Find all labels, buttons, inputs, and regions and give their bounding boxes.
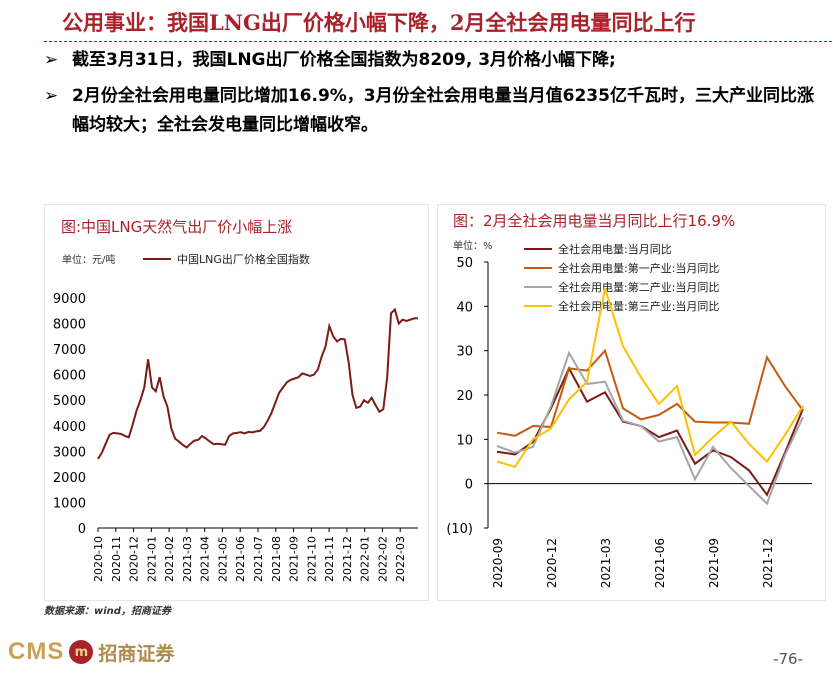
lng-chart-unit: 单位：元/吨 [62, 255, 116, 266]
legend-label: 中国LNG出厂价格全国指数 [177, 252, 310, 266]
bullet-arrow-icon: ➢ [44, 50, 59, 70]
data-source: 数据来源：wind，招商证券 [44, 606, 171, 617]
legend-label: 全社会用电量:第二产业:当月同比 [558, 280, 720, 294]
legend-swatch [524, 285, 552, 288]
bullet-text: 截至3月31日，我国LNG出厂价格全国指数为8209, 3月价格小幅下降; [72, 50, 616, 70]
legend-swatch [524, 247, 552, 250]
legend-label: 全社会用电量:第三产业:当月同比 [558, 299, 720, 313]
bullet-2: ➢ 2月份全社会用电量同比增加16.9%，3月份全社会用电量当月值6235亿千瓦… [44, 82, 829, 140]
lng-chart-title: 图:中国LNG天然气出厂价小幅上涨 [61, 218, 293, 236]
power-chart-legend: 全社会用电量:当月同比 全社会用电量:第一产业:当月同比 全社会用电量:第二产业… [524, 239, 719, 315]
legend-swatch [524, 304, 552, 307]
bullet-arrow-icon: ➢ [44, 86, 59, 106]
lng-chart-legend: 中国LNG出厂价格全国指数 [143, 249, 310, 268]
page-number: -76- [773, 650, 803, 668]
page-title: 公用事业：我国LNG出厂价格小幅下降，2月全社会用电量同比上行 [62, 10, 696, 35]
legend-item: 全社会用电量:第三产业:当月同比 [524, 296, 719, 315]
legend-item: 全社会用电量:当月同比 [524, 239, 719, 258]
legend-swatch [524, 266, 552, 269]
power-chart-unit: 单位：% [453, 241, 493, 252]
bullet-1: ➢ 截至3月31日，我国LNG出厂价格全国指数为8209, 3月价格小幅下降; [44, 46, 829, 75]
brand-logo: CMS m 招商证券 [8, 638, 174, 666]
legend-item: 中国LNG出厂价格全国指数 [143, 249, 310, 268]
logo-text: CMS [8, 638, 65, 665]
legend-label: 全社会用电量:第一产业:当月同比 [558, 261, 720, 275]
legend-item: 全社会用电量:第二产业:当月同比 [524, 277, 719, 296]
power-chart-title: 图：2月全社会用电量当月同比上行16.9% [453, 212, 736, 230]
bullet-text: 2月份全社会用电量同比增加16.9%，3月份全社会用电量当月值6235亿千瓦时，… [72, 86, 814, 135]
legend-swatch [143, 257, 171, 260]
legend-label: 全社会用电量:当月同比 [558, 242, 672, 256]
legend-item: 全社会用电量:第一产业:当月同比 [524, 258, 719, 277]
logo-mark-icon: m [69, 640, 94, 664]
title-divider [44, 41, 832, 42]
brand-name: 招商证券 [98, 642, 175, 665]
